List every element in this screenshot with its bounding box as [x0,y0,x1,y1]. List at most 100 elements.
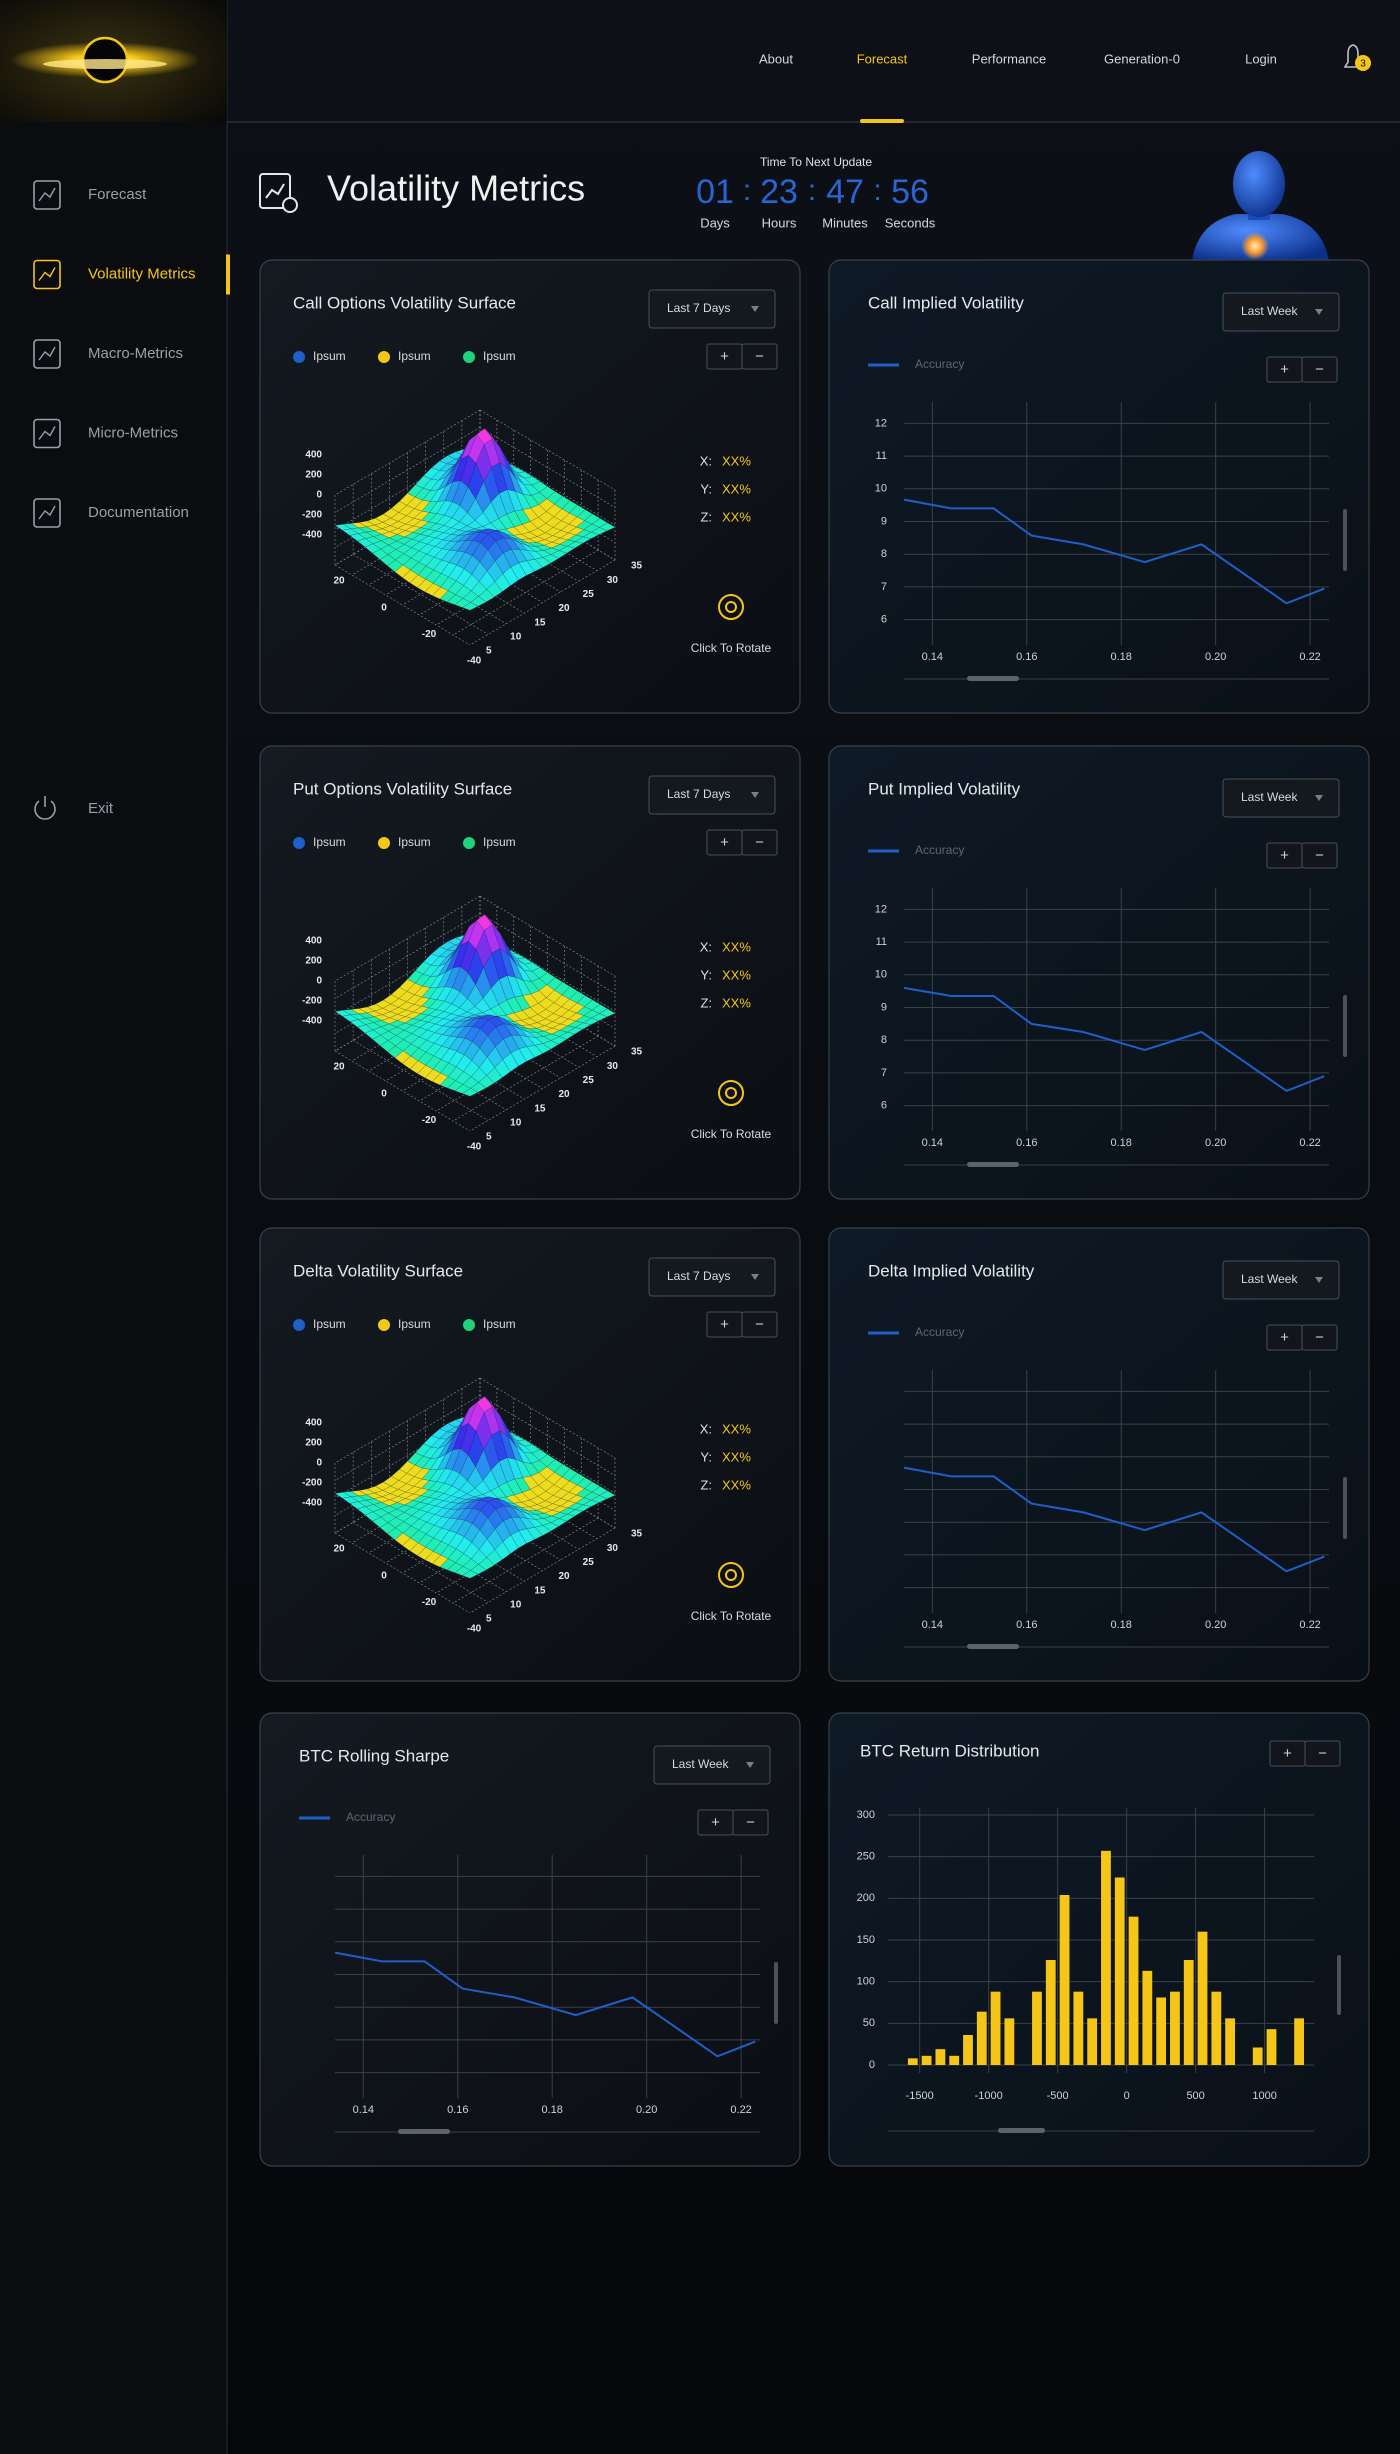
dropdown[interactable]: Last Week [1222,778,1340,818]
nav-link[interactable]: Forecast [857,51,908,66]
vertical-scroll-thumb[interactable] [1343,1477,1347,1539]
zoom-out-button[interactable]: − [1301,1324,1338,1351]
panel-title: Put Implied Volatility [868,779,1021,798]
surface-tick-label: -40 [467,656,482,667]
data-line [903,986,1325,1093]
legend-label: Accuracy [915,1325,964,1339]
surface-tick-label: 25 [583,1075,595,1086]
scroll-thumb[interactable] [967,1162,1019,1167]
surface-tick-label: -400 [302,1498,322,1509]
exit-icon [34,796,56,820]
dropdown[interactable]: Last Week [1222,292,1340,332]
zoom-in-button[interactable]: + [706,829,743,856]
x-tick-label: 0.22 [1299,651,1320,663]
surface-tick-label: 200 [305,470,322,481]
zoom-in-button[interactable]: + [697,1809,734,1836]
surface-tick-label: -20 [422,1597,437,1608]
y-tick-label: 12 [875,417,887,429]
countdown-value: 23 [760,173,798,211]
zoom-out-button[interactable]: − [741,829,778,856]
panel: Delta Implied Volatility Last Week + − Accur… [828,1227,1370,1682]
zoom-in-button-label: + [720,834,729,851]
readout-value: XX% [722,481,751,496]
nav-link[interactable]: About [759,51,793,66]
sidebar-label: Documentation [88,504,189,521]
zoom-in-button[interactable]: + [1266,842,1303,869]
y-tick-label: 300 [857,1809,875,1821]
legend-label: Ipsum [398,835,431,849]
legend-dot [463,351,475,363]
zoom-in-button-label: + [1280,847,1289,864]
bell[interactable]: 3 [1343,44,1371,71]
sidebar-item[interactable]: Forecast [33,180,147,210]
y-tick-label: 11 [876,450,887,462]
histogram-bar [990,1991,1001,2065]
x-tick-label: 0.22 [1299,1619,1320,1631]
y-tick-label: 50 [863,2017,875,2029]
zoom-out-button[interactable]: − [1301,356,1338,383]
x-tick-label: 0.14 [922,651,943,663]
zoom-in-button[interactable]: + [1266,1324,1303,1351]
scroll-thumb[interactable] [398,2129,450,2134]
zoom-out-button[interactable]: − [1301,842,1338,869]
rotate-control[interactable]: Click To Rotate [691,1080,772,1141]
vertical-scroll-thumb[interactable] [1337,1955,1341,2015]
dropdown-box [1222,1260,1340,1300]
histogram-bar [1004,2018,1015,2065]
legend-label: Ipsum [398,349,431,363]
logo[interactable] [0,0,227,122]
sidebar-item[interactable]: Documentation [33,498,189,528]
surface-tick-label: 20 [559,1571,571,1582]
y-tick-label: 250 [857,1851,875,1863]
legend-label: Ipsum [313,835,346,849]
floor-grid [452,1517,599,1604]
sidebar-item[interactable]: Micro-Metrics [33,418,178,449]
zoom-in-button[interactable]: + [706,1311,743,1338]
x-tick-label: 500 [1186,2090,1204,2102]
zoom-in-button[interactable]: + [1266,356,1303,383]
exit[interactable]: Exit [34,796,114,820]
dropdown-arrow [1315,309,1323,315]
dropdown-arrow [1315,795,1323,801]
scroll-thumb[interactable] [967,676,1019,681]
zoom-out-button[interactable]: − [741,343,778,370]
nav-link[interactable]: Performance [972,51,1046,66]
dropdown[interactable]: Last 7 Days [648,1257,776,1297]
zoom-out-button[interactable]: − [741,1311,778,1338]
rotate-control[interactable]: Click To Rotate [691,594,772,655]
legend-label: Ipsum [483,349,516,363]
nav-link[interactable]: Login [1245,51,1277,66]
readout-label: Z: [700,1477,712,1492]
dropdown-box [648,289,776,329]
vertical-scroll-thumb[interactable] [774,1962,778,2024]
dropdown[interactable]: Last 7 Days [648,289,776,329]
sidebar-item[interactable]: Volatility Metrics [33,259,196,290]
zoom-out-button[interactable]: − [1304,1740,1341,1767]
y-tick-label: 10 [875,483,887,495]
dropdown[interactable]: Last Week [1222,1260,1340,1300]
sidebar-item[interactable]: Macro-Metrics [33,339,183,369]
zoom-in-button[interactable]: + [706,343,743,370]
dropdown[interactable]: Last Week [653,1745,771,1785]
x-tick-label: 0.22 [1299,1137,1320,1149]
vertical-scroll-thumb[interactable] [1343,509,1347,571]
sidebar-icon-detail [38,267,56,281]
sidebar-icon [33,418,61,449]
countdown-separator: : [873,174,881,207]
zoom-out-button-box [1301,842,1338,869]
surface-tick-label: 15 [534,1585,546,1596]
rotate-control[interactable]: Click To Rotate [691,1562,772,1623]
readout-value: XX% [722,995,751,1010]
countdown-label: Seconds [885,215,936,230]
readout-label: Y: [700,967,712,982]
zoom-out-button-box [741,343,778,370]
zoom-in-button[interactable]: + [1269,1740,1306,1767]
legend-label: Ipsum [313,349,346,363]
vertical-scroll-thumb[interactable] [1343,995,1347,1057]
dropdown[interactable]: Last 7 Days [648,775,776,815]
legend-label: Ipsum [483,835,516,849]
zoom-out-button[interactable]: − [732,1809,769,1836]
scroll-thumb[interactable] [998,2128,1045,2133]
nav-link[interactable]: Generation-0 [1104,51,1180,66]
scroll-thumb[interactable] [967,1644,1019,1649]
